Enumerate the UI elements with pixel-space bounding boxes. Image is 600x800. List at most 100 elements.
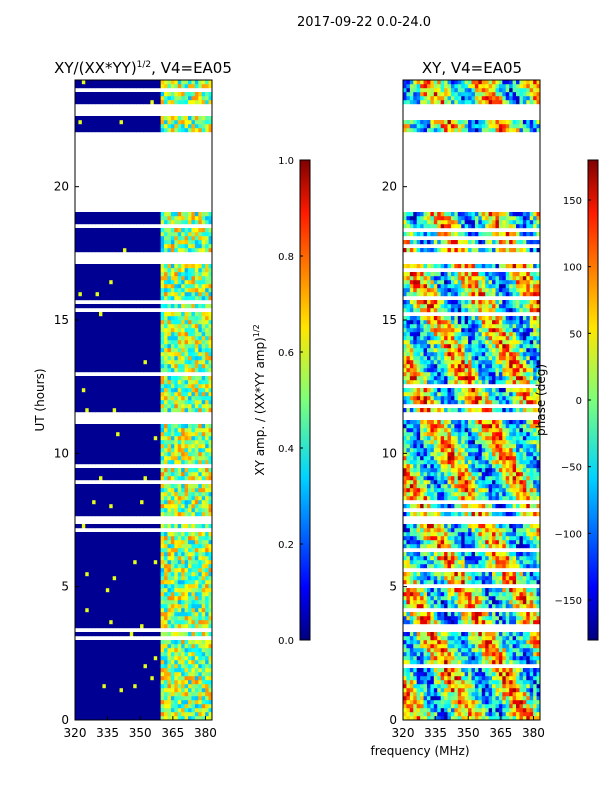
heatmap-cell bbox=[105, 304, 110, 309]
heatmap-cell bbox=[88, 264, 93, 269]
heatmap-cell bbox=[170, 712, 175, 717]
heatmap-cell bbox=[157, 304, 162, 309]
heatmap-cell bbox=[191, 668, 196, 673]
heatmap-cell bbox=[181, 232, 185, 237]
heatmap-cell bbox=[116, 552, 120, 557]
heatmap-cell bbox=[150, 216, 155, 221]
heatmap-cell bbox=[85, 236, 90, 241]
heatmap-cell bbox=[75, 708, 79, 713]
heatmap-cell bbox=[92, 584, 96, 589]
heatmap-cell bbox=[167, 632, 172, 637]
heatmap-cell bbox=[109, 232, 114, 237]
heatmap-cell bbox=[205, 452, 209, 457]
heatmap-cell bbox=[102, 212, 107, 217]
heatmap-cell bbox=[140, 604, 144, 609]
heatmap-cell bbox=[153, 592, 158, 597]
heatmap-cell bbox=[119, 440, 124, 445]
heatmap-cell bbox=[201, 652, 206, 657]
heatmap-cell bbox=[102, 280, 107, 285]
heatmap-cell bbox=[109, 356, 114, 361]
heatmap-cell bbox=[92, 592, 96, 597]
heatmap-cell bbox=[95, 560, 100, 565]
heatmap-cell bbox=[78, 664, 83, 669]
heatmap-cell bbox=[150, 652, 155, 657]
heatmap-cell bbox=[112, 456, 117, 461]
heatmap-cell bbox=[177, 660, 182, 665]
heatmap-cell bbox=[164, 496, 168, 501]
heatmap-cell bbox=[129, 536, 134, 541]
heatmap-cell bbox=[153, 640, 158, 645]
heatmap-cell bbox=[85, 640, 90, 645]
heatmap-cell bbox=[105, 448, 110, 453]
heatmap-cell bbox=[174, 596, 179, 601]
heatmap-cell bbox=[126, 444, 131, 449]
heatmap-cell bbox=[78, 704, 83, 709]
heatmap-cell bbox=[150, 360, 155, 365]
heatmap-cell bbox=[129, 644, 134, 649]
heatmap-cell bbox=[112, 672, 117, 677]
heatmap-cell bbox=[184, 288, 189, 293]
heatmap-cell bbox=[194, 648, 199, 653]
heatmap-cell bbox=[129, 96, 134, 101]
heatmap-cell bbox=[143, 448, 148, 453]
heatmap-cell bbox=[201, 612, 206, 617]
heatmap-cell bbox=[170, 624, 175, 629]
heatmap-cell bbox=[81, 332, 86, 337]
heatmap-cell bbox=[201, 84, 206, 89]
heatmap-cell bbox=[75, 344, 79, 349]
heatmap-cell bbox=[146, 664, 151, 669]
heatmap-cell bbox=[143, 124, 148, 129]
heatmap-cell bbox=[119, 292, 124, 297]
heatmap-cell bbox=[75, 80, 79, 85]
heatmap-cell bbox=[140, 356, 144, 361]
heatmap-cell bbox=[109, 700, 114, 705]
heatmap-cell bbox=[181, 124, 185, 129]
heatmap-cell bbox=[143, 640, 148, 645]
heatmap-cell bbox=[146, 388, 151, 393]
heatmap-cell bbox=[78, 676, 83, 681]
heatmap-cell bbox=[170, 348, 175, 353]
heatmap-cell bbox=[78, 596, 83, 601]
heatmap-cell bbox=[201, 116, 206, 121]
heatmap-cell bbox=[122, 684, 127, 689]
heatmap-cell bbox=[157, 512, 162, 517]
heatmap-cell bbox=[92, 468, 96, 473]
heatmap-cell bbox=[201, 588, 206, 593]
heatmap-cell bbox=[450, 700, 455, 705]
heatmap-cell bbox=[150, 364, 155, 369]
heatmap-cell bbox=[164, 376, 168, 381]
heatmap-cell bbox=[150, 580, 155, 585]
heatmap-cell bbox=[194, 332, 199, 337]
heatmap-cell bbox=[191, 124, 196, 129]
heatmap-cell bbox=[194, 444, 199, 449]
heatmap-cell bbox=[98, 120, 103, 125]
heatmap-cell bbox=[150, 616, 155, 621]
heatmap-cell bbox=[174, 584, 179, 589]
heatmap-cell bbox=[88, 328, 93, 333]
heatmap-cell bbox=[205, 644, 209, 649]
heatmap-cell bbox=[485, 716, 490, 721]
heatmap-cell bbox=[191, 348, 196, 353]
heatmap-cell bbox=[167, 524, 172, 529]
heatmap-cell bbox=[122, 92, 127, 97]
heatmap-cell bbox=[184, 304, 189, 309]
heatmap-cell bbox=[181, 488, 185, 493]
heatmap-cell bbox=[133, 592, 138, 597]
heatmap-cell bbox=[160, 436, 165, 441]
heatmap-cell bbox=[188, 240, 192, 245]
heatmap-cell bbox=[105, 220, 110, 225]
heatmap-cell bbox=[109, 536, 114, 541]
heatmap-cell bbox=[153, 100, 158, 105]
heatmap-cell bbox=[181, 648, 185, 653]
heatmap-cell bbox=[116, 240, 120, 245]
heatmap-cell bbox=[164, 584, 168, 589]
heatmap-cell bbox=[95, 456, 100, 461]
heatmap-cell bbox=[136, 576, 141, 581]
heatmap-cell bbox=[112, 468, 117, 473]
heatmap-cell bbox=[208, 444, 213, 449]
heatmap-cell bbox=[78, 680, 83, 685]
heatmap-cell bbox=[119, 448, 124, 453]
heatmap-cell bbox=[205, 584, 209, 589]
heatmap-cell bbox=[495, 700, 500, 705]
heatmap-cell bbox=[153, 524, 158, 529]
